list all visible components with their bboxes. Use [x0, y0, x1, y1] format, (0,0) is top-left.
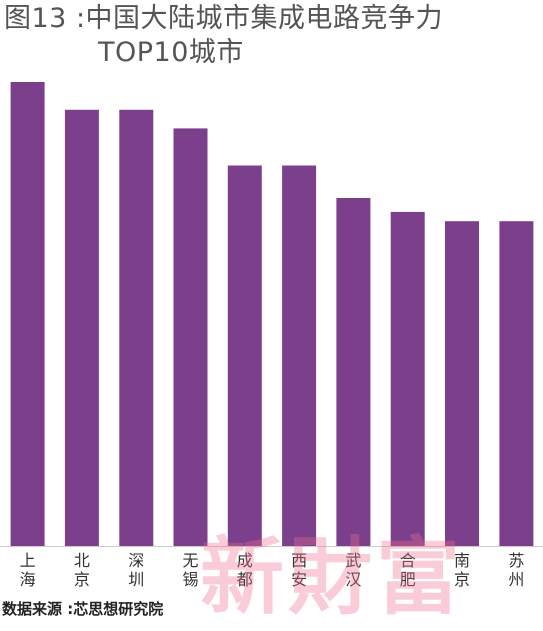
category-label-8-char-2: 肥: [400, 570, 416, 589]
category-label-2-char-1: 北: [74, 551, 90, 570]
bar-7: [336, 198, 371, 546]
bar-2: [64, 109, 99, 547]
category-label-9-char-1: 南: [454, 551, 470, 570]
category-label-4-char-2: 锡: [182, 570, 198, 589]
category-label-10-char-2: 州: [508, 570, 524, 589]
bar-1: [10, 82, 45, 546]
category-label-2-char-2: 京: [74, 570, 90, 589]
category-label-3-char-2: 圳: [128, 570, 144, 589]
category-label-10-char-1: 苏: [508, 551, 524, 570]
category-label-9-char-2: 京: [454, 570, 470, 589]
category-label-6-char-1: 西: [291, 551, 307, 570]
bar-3: [119, 109, 154, 547]
category-label-8-char-1: 合: [400, 551, 416, 570]
bar-9: [445, 221, 479, 546]
category-label-6-char-2: 安: [291, 570, 307, 589]
bars-group: [10, 82, 534, 547]
bar-6: [282, 165, 317, 546]
bar-4: [173, 128, 208, 546]
bar-10: [499, 221, 534, 546]
chart-title-line2: TOP10城市: [98, 37, 244, 68]
category-label-1-char-1: 上: [20, 551, 36, 570]
bar-8: [390, 211, 425, 546]
bar-5: [227, 165, 262, 546]
category-label-7-char-1: 武: [345, 551, 361, 570]
category-label-1-char-2: 海: [20, 570, 36, 589]
category-label-5-char-1: 成: [237, 551, 253, 570]
chart-title-line1: 图13 :中国大陆城市集成电路竞争力: [4, 3, 444, 34]
category-label-4-char-1: 无: [182, 551, 198, 570]
chart-title: 图13 :中国大陆城市集成电路竞争力 TOP10城市: [4, 2, 540, 70]
category-label-3-char-1: 深: [128, 551, 144, 570]
source-note: 数据来源 :芯思想研究院: [2, 600, 164, 618]
category-label-7-char-2: 汉: [345, 570, 361, 589]
category-label-5-char-2: 都: [237, 570, 253, 589]
